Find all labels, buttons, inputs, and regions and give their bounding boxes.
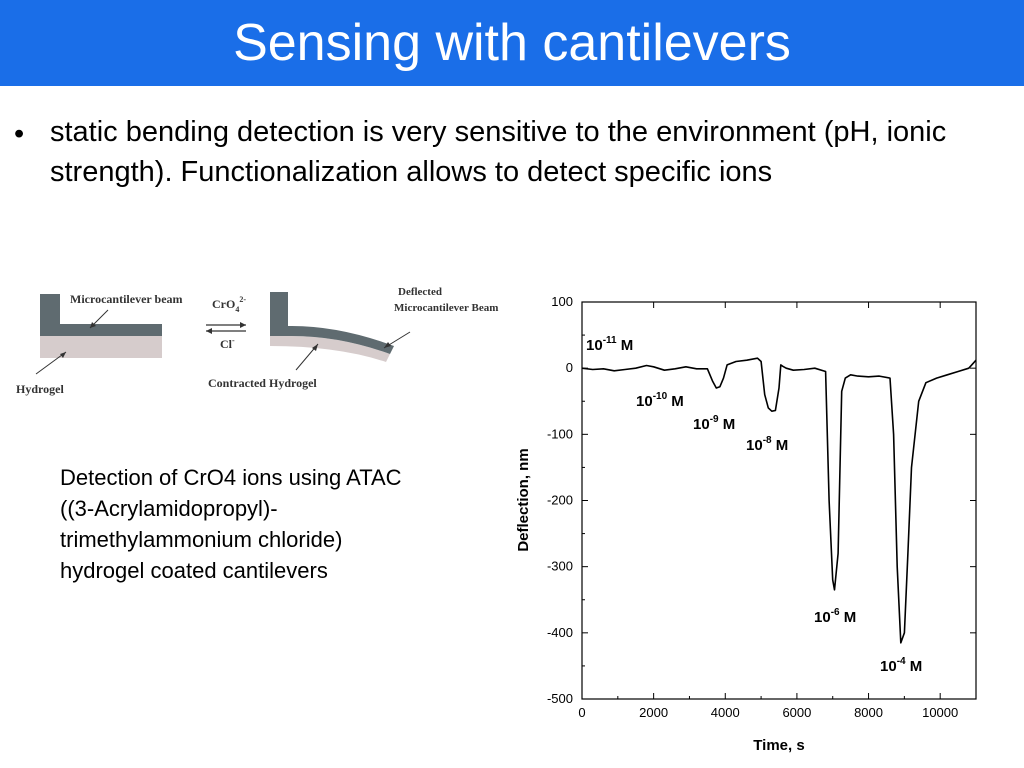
label-deflected-1: Deflected [398,286,442,298]
y-tick-label: -200 [547,493,573,508]
plot-frame [581,301,977,700]
y-tick-label: -100 [547,426,573,441]
caption-line: hydrogel coated cantilevers [60,558,328,583]
y-tick-label: -300 [547,559,573,574]
label-contracted-hydrogel: Contracted Hydrogel [208,376,317,390]
deflection-series-line [581,357,977,644]
x-tick-label: 4000 [711,705,740,720]
contracted-pointer-head [312,344,318,351]
hydrogel-pointer-head [60,352,66,358]
caption-line: Detection of CrO4 ions using ATAC [60,465,402,490]
deflection-chart: 0 2000 4000 6000 8000 10000 100 0 -100 -200 -300 -4… [515,294,977,754]
x-tick-label: 8000 [854,705,883,720]
bullet-marker: • [14,118,25,150]
label-deflected-2: Microcantilever Beam [394,302,498,314]
left-beam [40,324,162,336]
caption: Detection of CrO4 ions using ATAC ((3-Ac… [60,462,480,586]
x-tick-label: 0 [578,705,585,720]
deflected-beam [270,326,394,354]
cantilever-diagram: Microcantilever beam Hydrogel CrO42- Cl-… [16,286,498,396]
concentration-annotation: 10-11 M [586,335,633,354]
caption-line: ((3-Acrylamidopropyl)- [60,496,278,521]
concentration-annotation: 10-8 M [746,435,788,454]
concentration-annotation: 10-6 M [814,607,856,626]
left-hydrogel [40,336,162,358]
y-axis-title: Deflection, nm [515,448,532,551]
deflected-pointer-head [384,342,391,348]
bullet-text: static bending detection is very sensiti… [50,116,947,188]
concentration-annotation: 10-4 M [880,656,922,675]
right-cantilever-base [270,292,288,336]
y-tick-label: -500 [547,691,573,706]
x-axis-title: Time, s [753,737,804,754]
title-bar: Sensing with cantilevers [0,0,1024,86]
reverse-arrow-head [206,328,212,334]
x-tick-label: 6000 [782,705,811,720]
concentration-annotation: 10-9 M [693,414,735,433]
label-cro4: CrO42- [212,295,246,314]
x-tick-label: 2000 [639,705,668,720]
label-chloride: Cl- [220,336,235,351]
y-tick-label: -400 [547,625,573,640]
concentration-annotation: 10-10 M [636,391,684,410]
forward-arrow-head [240,322,246,328]
caption-line: trimethylammonium chloride) [60,527,343,552]
label-microcantilever-beam: Microcantilever beam [70,292,183,306]
right-hydrogel [270,336,390,362]
beam-pointer-head [90,322,96,328]
slide-title: Sensing with cantilevers [233,14,791,72]
x-tick-label: 10000 [922,705,958,720]
label-hydrogel: Hydrogel [16,382,64,396]
y-tick-label: 100 [551,294,573,309]
plot-layer: 0 2000 4000 6000 8000 10000 100 0 -100 -200 -300 -4… [547,294,977,720]
hydrogel-pointer [35,351,67,375]
y-tick-label: 0 [566,360,573,375]
